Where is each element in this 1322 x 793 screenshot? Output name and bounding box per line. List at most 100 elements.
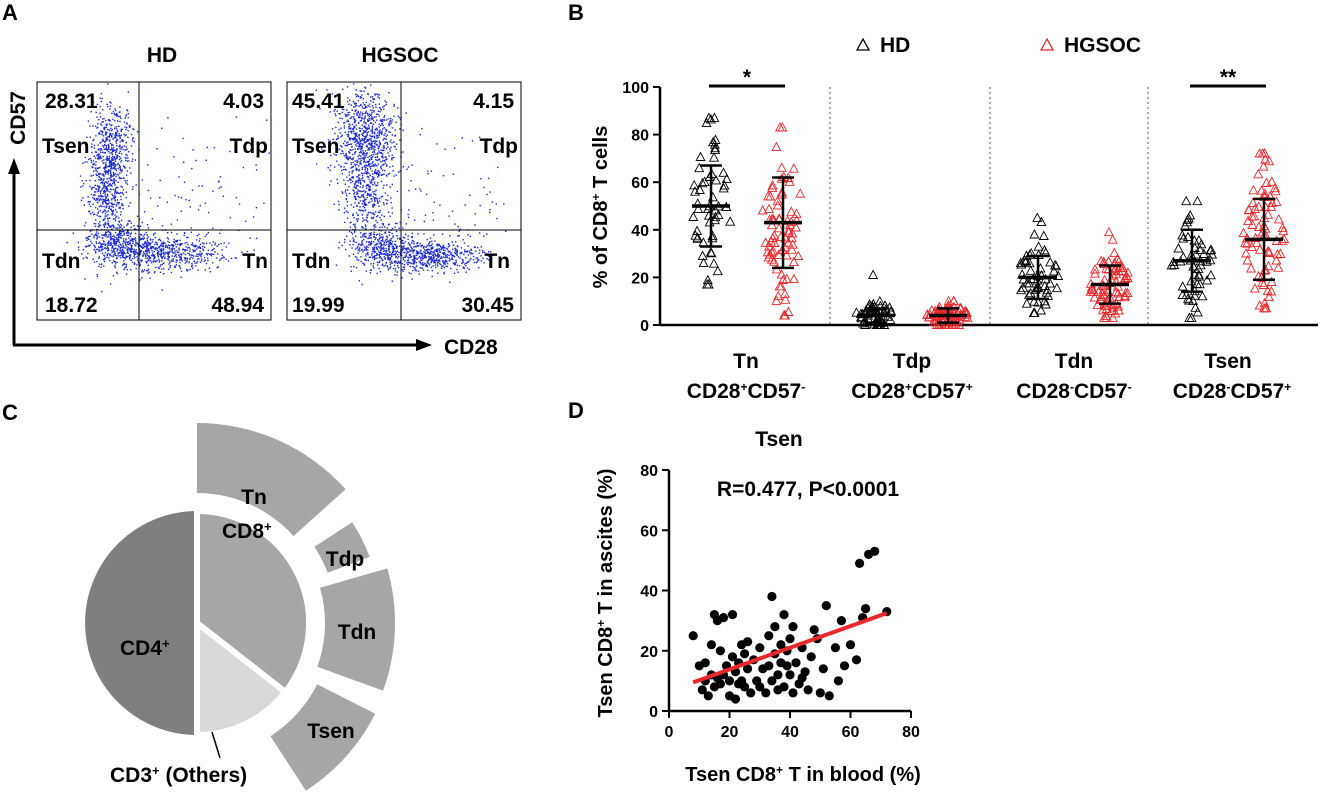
flow-dot	[202, 242, 204, 244]
flow-dot	[454, 247, 456, 250]
flow-dot	[131, 237, 133, 240]
b-point	[771, 295, 782, 305]
flow-dot	[235, 257, 238, 259]
flow-dot	[368, 149, 370, 151]
flow-dot	[475, 250, 477, 252]
flow-dot	[375, 189, 377, 191]
flow-dot	[183, 181, 186, 183]
flow-dot	[381, 174, 384, 176]
flow-dot	[391, 121, 393, 123]
flow-dot	[398, 251, 400, 254]
flow-dot	[106, 199, 108, 202]
flow-dot	[430, 253, 432, 255]
flow-dot	[117, 154, 119, 157]
others-leader-line	[211, 731, 221, 759]
b-point	[1272, 248, 1283, 259]
flow-dot	[378, 267, 380, 270]
flow-dot	[451, 254, 454, 256]
flow-dot	[115, 205, 118, 207]
flow-dot	[127, 243, 129, 245]
flow-dot	[432, 252, 434, 254]
d-point	[746, 688, 756, 698]
flow-dot	[391, 207, 393, 209]
flow-dot	[134, 244, 136, 246]
b-point	[767, 182, 778, 192]
flow-dot	[161, 248, 163, 250]
flow-dot	[158, 258, 160, 261]
flow-dot	[109, 236, 112, 239]
flow-dot	[420, 249, 422, 252]
flow-dot	[108, 217, 111, 219]
flow-dot	[84, 222, 87, 224]
flow-dot	[382, 164, 384, 166]
flow-dot	[376, 252, 378, 255]
flow-dot	[94, 194, 96, 196]
flow-dot	[396, 247, 398, 249]
flow-dot	[396, 143, 398, 145]
flow-dot	[123, 234, 125, 236]
flow-dot	[413, 260, 415, 262]
b-point	[1025, 265, 1036, 275]
flow-dot	[404, 241, 406, 243]
flow-dot	[338, 112, 340, 115]
flow-dot	[436, 263, 439, 265]
flow-dot	[178, 255, 180, 257]
flow-dot	[115, 109, 117, 112]
flow-dot	[147, 189, 150, 192]
flow-dot	[173, 245, 175, 247]
flow-dot	[107, 119, 110, 121]
flow-dot	[192, 257, 194, 259]
flow-dot	[117, 239, 120, 241]
flow-dot	[115, 191, 118, 193]
flow-dot	[383, 159, 385, 162]
b-point	[1194, 271, 1205, 281]
flow-dot	[115, 151, 117, 154]
flow-dot	[370, 195, 372, 197]
flow-dot	[371, 180, 373, 182]
flow-dot	[369, 272, 372, 274]
flow-dot	[345, 153, 347, 155]
others-label: CD3+ (Others)	[110, 763, 247, 788]
flow-dot	[370, 157, 372, 159]
flow-dot	[428, 264, 431, 266]
flow-dot	[161, 260, 163, 262]
flow-dot	[369, 122, 372, 124]
flow-dot	[147, 248, 150, 251]
flow-dot	[125, 232, 128, 234]
flow-dot	[119, 168, 122, 170]
flow-dot	[396, 262, 399, 265]
flow-dot	[355, 241, 357, 243]
flow-dot	[101, 160, 103, 162]
flow-dot	[123, 145, 126, 147]
flow-dot	[102, 155, 104, 158]
flow-dot	[116, 250, 118, 252]
flow-dot	[107, 210, 110, 212]
d-point	[688, 631, 698, 641]
flow-dot	[371, 109, 373, 112]
flow-dot	[370, 114, 372, 117]
flow-dot	[93, 236, 95, 239]
flow-dot	[401, 254, 403, 257]
d-point	[767, 591, 777, 602]
flow-dot	[100, 178, 102, 181]
flow-dot	[368, 195, 371, 197]
flow-dot	[365, 123, 367, 125]
flow-dot	[377, 152, 379, 154]
flow-dot	[175, 259, 178, 261]
flow-dot	[474, 224, 476, 226]
flow-dot	[358, 190, 360, 192]
flow-dot	[117, 186, 119, 189]
flow-dot	[399, 128, 401, 130]
flow-dot	[380, 244, 382, 246]
flow-dot	[411, 278, 413, 280]
flow-dot	[335, 264, 338, 266]
flow-dot	[355, 128, 358, 130]
flow-dot	[116, 234, 118, 236]
flow-dot	[430, 250, 432, 253]
flow-dot	[383, 137, 385, 139]
b-point	[787, 239, 798, 249]
flow-dot	[431, 240, 433, 243]
flow-dot	[203, 246, 206, 248]
flow-dot	[97, 197, 99, 199]
flow-dot	[440, 246, 442, 248]
